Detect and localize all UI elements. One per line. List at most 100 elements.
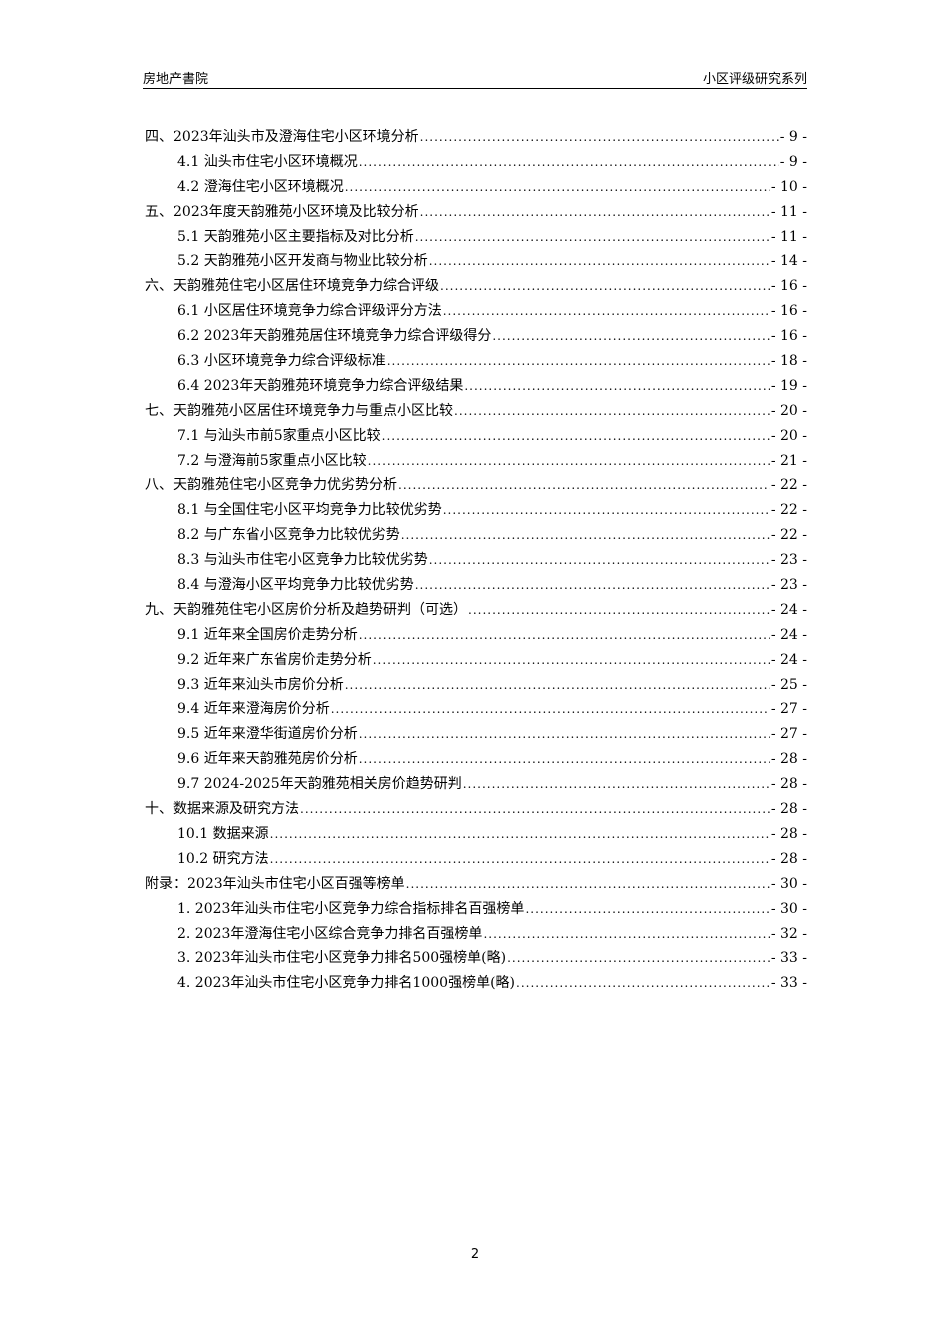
toc-entry[interactable]: 8.4 与澄海小区平均竞争力比较优劣势 - 23 - [145, 575, 807, 600]
dot-leader [359, 625, 770, 645]
toc-entry-page: - 10 - [770, 178, 807, 195]
dot-leader [401, 525, 770, 545]
toc-entry-title: 6.4 2023年天韵雅苑环境竞争力综合评级结果 [177, 377, 464, 394]
toc-entry[interactable]: 九、天韵雅苑住宅小区房价分析及趋势研判（可选） - 24 - [145, 600, 807, 625]
toc-entry[interactable]: 七、天韵雅苑小区居住环境竞争力与重点小区比较 - 20 - [145, 401, 807, 426]
toc-entry-title: 10.1 数据来源 [177, 825, 269, 842]
toc-entry-page: - 28 - [770, 801, 807, 818]
toc-entry[interactable]: 十、数据来源及研究方法 - 28 - [145, 799, 807, 824]
dot-leader [398, 475, 770, 495]
toc-entry-page: - 30 - [770, 900, 807, 917]
toc-entry-page: - 28 - [770, 850, 807, 867]
toc-entry[interactable]: 6.4 2023年天韵雅苑环境竞争力综合评级结果 - 19 - [145, 376, 807, 401]
dot-leader [415, 575, 770, 595]
toc-entry-page: - 22 - [770, 502, 807, 519]
toc-entry[interactable]: 9.6 近年来天韵雅苑房价分析 - 28 - [145, 749, 807, 774]
dot-leader [382, 426, 770, 446]
dot-leader [464, 376, 769, 396]
toc-entry[interactable]: 1. 2023年汕头市住宅小区竞争力综合指标排名百强榜单 - 30 - [145, 899, 807, 924]
toc-entry[interactable]: 3. 2023年汕头市住宅小区竞争力排名500强榜单(略) - 33 - [145, 948, 807, 973]
toc-entry[interactable]: 4. 2023年汕头市住宅小区竞争力排名1000强榜单(略) - 33 - [145, 973, 807, 998]
toc-entry[interactable]: 8.2 与广东省小区竞争力比较优劣势 - 22 - [145, 525, 807, 550]
toc-entry-title: 6.1 小区居住环境竞争力综合评级评分方法 [177, 303, 442, 320]
dot-leader [454, 401, 770, 421]
page-header: 房地产書院 小区评级研究系列 [143, 66, 807, 89]
toc-entry-page: - 9 - [779, 153, 807, 170]
toc-entry-page: - 24 - [770, 651, 807, 668]
toc-entry[interactable]: 5.2 天韵雅苑小区开发商与物业比较分析 - 14 - [145, 251, 807, 276]
toc-entry-title: 9.1 近年来全国房价走势分析 [177, 626, 358, 643]
toc-entry-title: 9.7 2024-2025年天韵雅苑相关房价趋势研判 [177, 776, 462, 793]
toc-entry-title: 6.3 小区环境竞争力综合评级标准 [177, 353, 386, 370]
dot-leader [483, 924, 769, 944]
dot-leader [443, 301, 770, 321]
dot-leader [516, 973, 770, 993]
toc-entry[interactable]: 4.1 汕头市住宅小区环境概况 - 9 - [145, 152, 807, 177]
toc-entry-title: 3. 2023年汕头市住宅小区竞争力排名500强榜单(略) [177, 950, 507, 967]
toc-entry[interactable]: 6.2 2023年天韵雅苑居住环境竞争力综合评级得分 - 16 - [145, 326, 807, 351]
toc-entry[interactable]: 6.3 小区环境竞争力综合评级标准 - 18 - [145, 351, 807, 376]
dot-leader [525, 899, 769, 919]
toc-entry[interactable]: 8.1 与全国住宅小区平均竞争力比较优劣势 - 22 - [145, 500, 807, 525]
dot-leader [345, 177, 770, 197]
toc-entry[interactable]: 4.2 澄海住宅小区环境概况 - 10 - [145, 177, 807, 202]
toc-entry-page: - 21 - [770, 452, 807, 469]
toc-entry-page: - 9 - [779, 129, 807, 145]
toc-entry-title: 8.3 与汕头市住宅小区竞争力比较优劣势 [177, 552, 428, 569]
dot-leader [368, 451, 770, 471]
toc-entry-page: - 32 - [770, 925, 807, 942]
toc-entry[interactable]: 八、天韵雅苑住宅小区竞争力优劣势分析 - 22 - [145, 475, 807, 500]
toc-entry[interactable]: 9.4 近年来澄海房价分析 - 27 - [145, 699, 807, 724]
toc-entry-page: - 28 - [770, 751, 807, 768]
toc-entry-title: 8.2 与广东省小区竞争力比较优劣势 [177, 527, 400, 544]
toc-entry-title: 4.2 澄海住宅小区环境概况 [177, 178, 344, 195]
toc-entry[interactable]: 9.7 2024-2025年天韵雅苑相关房价趋势研判 - 28 - [145, 774, 807, 799]
toc-entry-title: 5.2 天韵雅苑小区开发商与物业比较分析 [177, 253, 428, 270]
toc-entry-title: 9.3 近年来汕头市房价分析 [177, 676, 344, 693]
toc-entry[interactable]: 5.1 天韵雅苑小区主要指标及对比分析 - 11 - [145, 227, 807, 252]
toc-entry-title: 1. 2023年汕头市住宅小区竞争力综合指标排名百强榜单 [177, 900, 525, 917]
toc-entry-title: 9.5 近年来澄华街道房价分析 [177, 726, 358, 743]
dot-leader [387, 351, 770, 371]
toc-entry-title: 七、天韵雅苑小区居住环境竞争力与重点小区比较 [145, 402, 453, 419]
toc-entry-page: - 11 - [770, 228, 807, 245]
toc-entry-title: 六、天韵雅苑住宅小区居住环境竞争力综合评级 [145, 278, 439, 295]
toc-entry[interactable]: 7.2 与澄海前5家重点小区比较 - 21 - [145, 451, 807, 476]
dot-leader [420, 127, 779, 147]
toc-entry-page: - 16 - [770, 328, 807, 345]
toc-entry-page: - 24 - [770, 626, 807, 643]
toc-entry[interactable]: 6.1 小区居住环境竞争力综合评级评分方法 - 16 - [145, 301, 807, 326]
toc-entry-title: 7.2 与澄海前5家重点小区比较 [177, 452, 367, 469]
toc-entry[interactable]: 9.1 近年来全国房价走势分析 - 24 - [145, 625, 807, 650]
toc-entry-title: 五、2023年度天韵雅苑小区环境及比较分析 [145, 203, 419, 220]
toc-entry[interactable]: 五、2023年度天韵雅苑小区环境及比较分析 - 11 - [145, 202, 807, 227]
toc-entry[interactable]: 9.5 近年来澄华街道房价分析 - 27 - [145, 724, 807, 749]
toc-entry-title: 八、天韵雅苑住宅小区竞争力优劣势分析 [145, 477, 397, 494]
dot-leader [463, 774, 770, 794]
dot-leader [429, 251, 770, 271]
toc-entry[interactable]: 附录：2023年汕头市住宅小区百强等榜单 - 30 - [145, 874, 807, 899]
toc-entry[interactable]: 9.3 近年来汕头市房价分析 - 25 - [145, 675, 807, 700]
toc-entry[interactable]: 10.1 数据来源 - 28 - [145, 824, 807, 849]
toc-entry-title: 7.1 与汕头市前5家重点小区比较 [177, 427, 381, 444]
toc-entry-page: - 33 - [770, 975, 807, 992]
dot-leader [373, 650, 770, 670]
dot-leader [492, 326, 769, 346]
toc-entry[interactable]: 六、天韵雅苑住宅小区居住环境竞争力综合评级 - 16 - [145, 276, 807, 301]
toc-entry[interactable]: 四、2023年汕头市及澄海住宅小区环境分析 - 9 - [145, 127, 807, 152]
dot-leader [443, 500, 770, 520]
toc-entry-title: 8.1 与全国住宅小区平均竞争力比较优劣势 [177, 502, 442, 519]
toc-entry-title: 4. 2023年汕头市住宅小区竞争力排名1000强榜单(略) [177, 975, 515, 992]
dot-leader [440, 276, 770, 296]
toc-entry[interactable]: 8.3 与汕头市住宅小区竞争力比较优劣势 - 23 - [145, 550, 807, 575]
toc-entry[interactable]: 9.2 近年来广东省房价走势分析 - 24 - [145, 650, 807, 675]
toc-entry[interactable]: 10.2 研究方法 - 28 - [145, 849, 807, 874]
toc-entry[interactable]: 2. 2023年澄海住宅小区综合竞争力排名百强榜单 - 32 - [145, 924, 807, 949]
toc-entry-page: - 11 - [770, 203, 807, 220]
dot-leader [415, 227, 770, 247]
dot-leader [406, 874, 770, 894]
toc-entry-page: - 23 - [770, 577, 807, 594]
toc-entry[interactable]: 7.1 与汕头市前5家重点小区比较 - 20 - [145, 426, 807, 451]
toc-entry-page: - 20 - [770, 402, 807, 419]
header-series: 小区评级研究系列 [702, 72, 807, 87]
